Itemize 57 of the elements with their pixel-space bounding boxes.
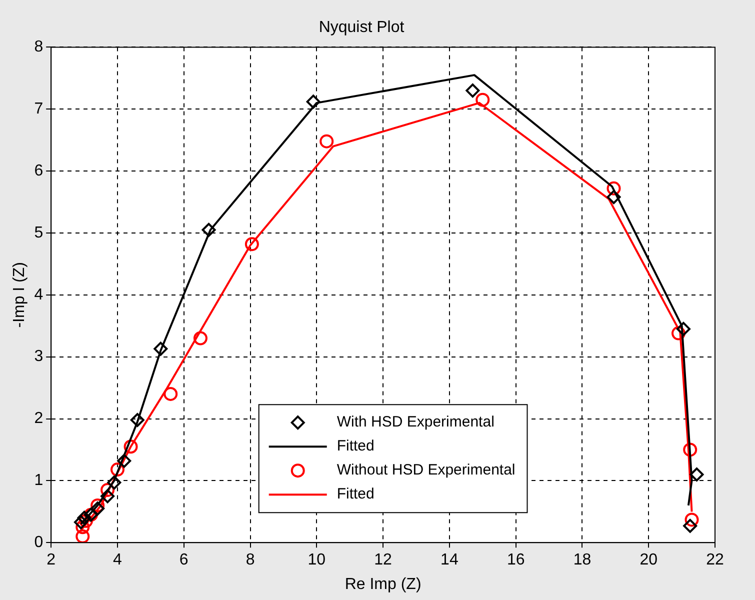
point [193, 331, 208, 346]
legend-label: Fitted [336, 438, 374, 455]
chart-title: Nyquist Plot [318, 19, 405, 36]
y-axis-title: -Imp I (Z) [11, 262, 28, 328]
y-tick-label: 6 [34, 162, 44, 180]
y-tick-label: 3 [34, 348, 44, 366]
x-axis-title: Re Imp (Z) [344, 576, 422, 593]
legend-label: With HSD Experimental [336, 414, 494, 431]
y-tick-label: 1 [34, 472, 44, 490]
point [466, 84, 480, 98]
point [320, 134, 334, 148]
y-tick-label: 7 [34, 100, 44, 118]
point [606, 190, 621, 204]
point [683, 518, 698, 533]
point [690, 467, 704, 482]
x-tick-label: 4 [113, 552, 122, 569]
point [676, 322, 690, 336]
x-tick-label: 10 [308, 552, 326, 569]
legend-label: Fitted [336, 486, 374, 503]
point [606, 181, 621, 196]
point [76, 529, 90, 543]
point [671, 326, 686, 340]
legend-label: Without HSD Experimental [336, 462, 516, 479]
point [306, 94, 320, 109]
point [164, 386, 178, 401]
x-tick-label: 22 [706, 552, 724, 569]
x-tick-label: 8 [246, 552, 255, 569]
point [90, 502, 105, 516]
point [76, 520, 90, 534]
point [684, 512, 699, 527]
point [90, 498, 105, 512]
x-tick-label: 16 [506, 552, 525, 569]
point [130, 412, 144, 427]
point [110, 462, 124, 477]
point [244, 237, 259, 252]
point [683, 442, 698, 457]
point [77, 510, 92, 525]
x-tick-label: 6 [179, 552, 188, 569]
point [107, 476, 122, 490]
point [74, 515, 88, 530]
point [100, 482, 115, 497]
point [117, 454, 132, 468]
x-tick-label: 12 [374, 552, 392, 569]
y-tick-label: 0 [34, 534, 44, 552]
y-tick-label: 4 [34, 286, 44, 304]
point [124, 440, 138, 454]
point [154, 342, 168, 356]
y-tick-label: 5 [34, 224, 44, 242]
point [100, 489, 115, 504]
x-tick-label: 2 [46, 552, 56, 569]
x-tick-label: 20 [640, 552, 658, 569]
y-tick-label: 8 [34, 38, 44, 56]
point [202, 222, 216, 237]
x-tick-label: 14 [440, 552, 458, 569]
point [476, 92, 490, 107]
y-tick-label: 2 [34, 410, 44, 428]
x-tick-label: 18 [573, 552, 592, 569]
